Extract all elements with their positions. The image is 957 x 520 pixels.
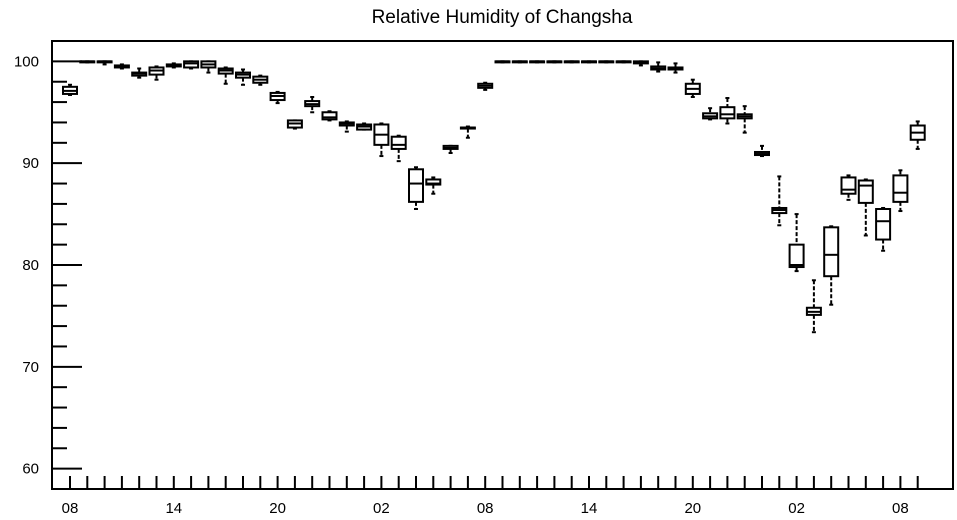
box-plot-item [459,125,476,139]
box-plot-item [650,61,667,73]
box-plot-item [581,60,597,64]
x-tick-label: 20 [684,500,701,517]
iqr-box [840,176,857,195]
box-plot-item [632,60,649,67]
box-plot-item [442,144,459,154]
box-plot-item [857,178,874,237]
box-plot-item [62,83,78,96]
y-tick-label: 100 [14,53,39,70]
x-axis: 08 14 20 02 08 14 20 02 08 [62,476,919,517]
box-plot-item [529,60,546,64]
box-plot-item [200,60,217,74]
box-plot-item [563,60,580,64]
box-plot-item [875,206,892,252]
box-plot-item [494,60,511,64]
box-plot-item [546,60,563,64]
box-plot-item [269,90,286,105]
box-plot-item [598,60,615,64]
iqr-box [321,111,338,121]
iqr-box [719,106,736,120]
box-plot-item [148,65,165,81]
x-tick-label: 02 [788,500,805,517]
iqr-box [390,135,407,150]
y-axis: 60 70 80 90 100 [14,40,82,490]
box-plot-item [702,107,719,121]
box-plot-item [909,120,926,150]
box-series [62,60,926,334]
chart-title: Relative Humidity of Changsha [372,7,633,28]
box-plot-item [805,279,822,334]
box-plot-item [390,134,407,163]
box-plot-item [719,97,736,125]
box-plot-item [771,175,788,227]
box-plot-item [304,96,321,114]
box-plot-item [183,60,200,70]
iqr-box [408,168,424,203]
y-tick-label: 80 [22,257,39,274]
iqr-box [875,208,892,241]
y-tick-label: 70 [22,359,39,376]
x-tick-label: 14 [581,500,598,517]
box-plot-item [113,63,130,70]
box-plot-item [788,213,805,273]
iqr-box [857,179,874,204]
box-plot-item [408,166,424,210]
box-plot-item [425,176,442,195]
box-plot-item [286,119,303,130]
box-plot-item [356,122,373,131]
iqr-box [892,174,909,203]
iqr-box [425,178,442,186]
box-plot-item [321,110,338,122]
box-plot-item [338,120,355,133]
box-plot-item [667,62,684,74]
box-plot-item [252,74,269,86]
box-plot-item [615,60,632,64]
x-tick-label: 08 [477,500,494,517]
iqr-box [183,60,200,69]
box-plot-item [96,60,113,66]
box-plot-item [754,144,770,158]
y-tick-label: 90 [22,155,39,172]
box-plot-item [892,169,909,213]
iqr-box [788,243,805,269]
y-tick-label: 60 [22,461,39,478]
box-plot-item [511,60,528,64]
x-tick-label: 08 [892,500,909,517]
x-tick-label: 08 [62,500,79,517]
box-plot-item [823,225,840,306]
box-plot-item [79,60,96,64]
x-tick-label: 20 [269,500,286,517]
x-tick-label: 02 [373,500,390,517]
x-tick-label: 14 [165,500,182,517]
box-plot-item [840,174,857,201]
box-plot-item [217,66,234,85]
box-plot-item [373,122,390,158]
box-plot-item [235,68,251,86]
box-plot-item [684,78,701,98]
box-plot-item [131,67,148,79]
plot-frame [51,40,954,490]
iqr-box [823,226,840,278]
box-plot-item [477,81,494,91]
box-plot-item [736,105,753,134]
box-plot-item [165,62,182,69]
